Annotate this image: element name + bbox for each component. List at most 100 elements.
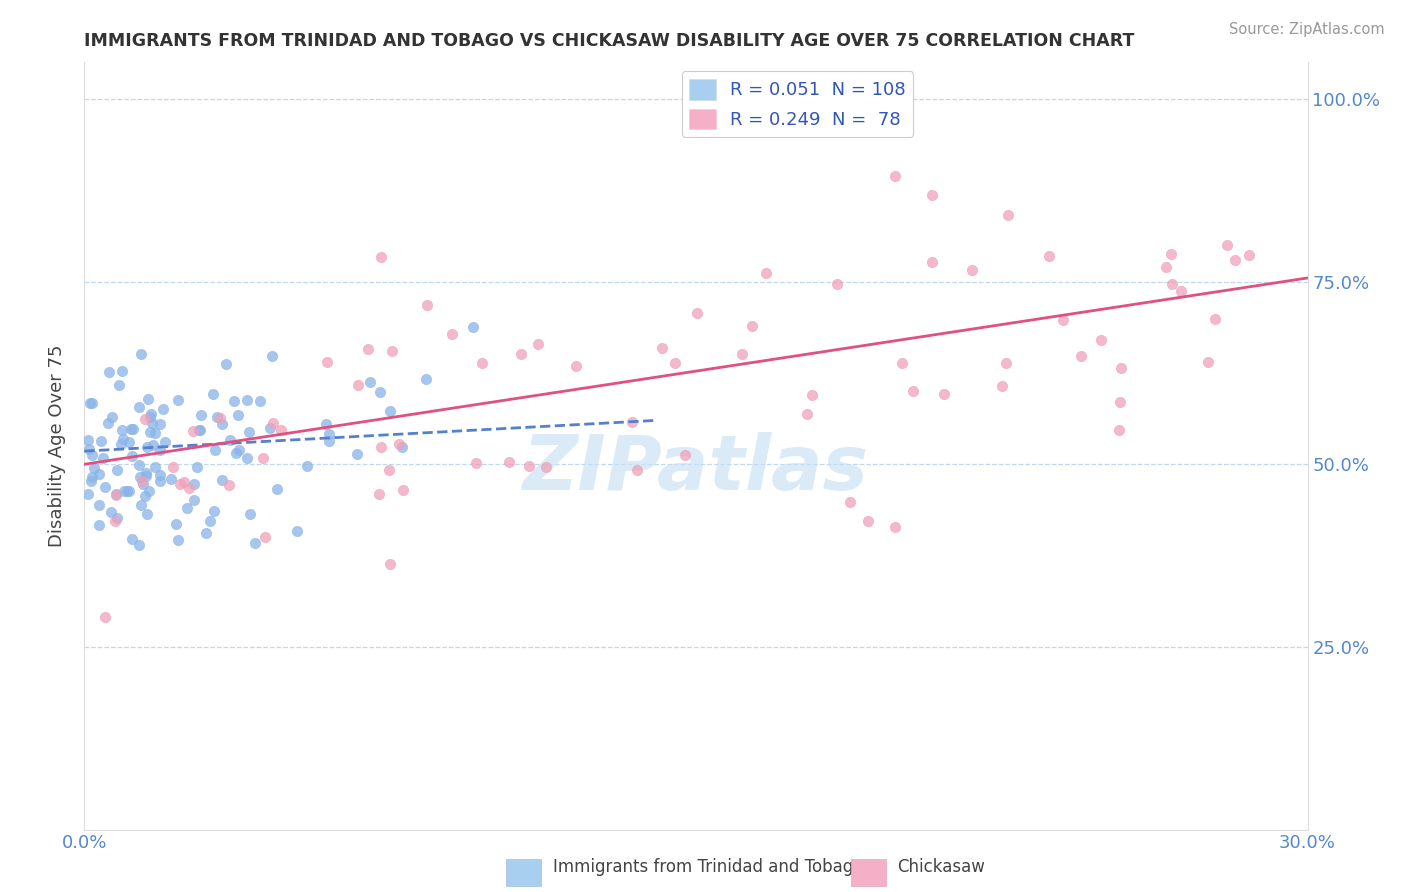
- Point: [368, 385, 391, 400]
- Point: [179, 481, 201, 495]
- Point: [226, 408, 249, 422]
- Point: [211, 417, 233, 431]
- Point: [346, 447, 368, 461]
- Point: [368, 487, 391, 501]
- Point: [991, 379, 1014, 393]
- Point: [183, 477, 205, 491]
- Point: [510, 347, 533, 361]
- Point: [1197, 355, 1219, 369]
- Point: [138, 484, 160, 499]
- Point: [932, 387, 955, 401]
- Point: [901, 384, 924, 398]
- Legend: R = 0.051  N = 108, R = 0.249  N =  78: R = 0.051 N = 108, R = 0.249 N = 78: [682, 71, 914, 136]
- Point: [370, 440, 392, 454]
- Point: [921, 255, 943, 269]
- Point: [181, 424, 204, 438]
- Point: [370, 250, 392, 264]
- Point: [238, 425, 260, 439]
- Point: [884, 520, 907, 534]
- Point: [105, 511, 128, 525]
- Point: [318, 434, 340, 448]
- Point: [149, 468, 172, 483]
- Point: [200, 514, 222, 528]
- Point: [921, 187, 943, 202]
- Point: [262, 349, 284, 363]
- Point: [186, 460, 208, 475]
- Point: [391, 483, 413, 498]
- Point: [347, 378, 370, 392]
- Point: [534, 460, 557, 475]
- Point: [259, 420, 281, 434]
- Point: [183, 493, 205, 508]
- Point: [527, 336, 550, 351]
- Point: [755, 266, 778, 280]
- Point: [149, 475, 172, 489]
- Point: [77, 486, 100, 500]
- Point: [1204, 312, 1226, 326]
- Point: [204, 443, 226, 458]
- Point: [239, 508, 262, 522]
- Point: [129, 498, 152, 512]
- Point: [359, 375, 381, 389]
- Point: [266, 482, 288, 496]
- Point: [155, 434, 177, 449]
- Point: [80, 396, 103, 410]
- Point: [128, 537, 150, 551]
- Point: [270, 423, 292, 437]
- Point: [391, 440, 413, 454]
- Point: [378, 557, 401, 571]
- Point: [128, 458, 150, 472]
- Point: [173, 475, 195, 490]
- Point: [121, 449, 143, 463]
- Point: [1038, 249, 1060, 263]
- Point: [136, 508, 159, 522]
- Point: [94, 610, 117, 624]
- Point: [440, 327, 463, 342]
- Point: [149, 417, 172, 431]
- Point: [249, 393, 271, 408]
- Point: [357, 343, 380, 357]
- Point: [141, 417, 163, 431]
- Point: [1216, 238, 1239, 252]
- Point: [129, 470, 152, 484]
- Point: [120, 422, 142, 436]
- Point: [77, 434, 100, 448]
- Point: [205, 410, 228, 425]
- Text: Source: ZipAtlas.com: Source: ZipAtlas.com: [1229, 22, 1385, 37]
- Point: [132, 476, 155, 491]
- Point: [104, 488, 127, 502]
- Point: [222, 394, 245, 409]
- Point: [187, 423, 209, 437]
- Point: [110, 436, 132, 450]
- Point: [471, 356, 494, 370]
- Point: [160, 472, 183, 486]
- Point: [91, 451, 114, 466]
- Point: [285, 524, 308, 539]
- Point: [188, 423, 211, 437]
- Point: [162, 460, 184, 475]
- Point: [1070, 350, 1092, 364]
- Point: [142, 438, 165, 452]
- Point: [100, 505, 122, 519]
- Point: [80, 469, 103, 483]
- Point: [100, 410, 122, 425]
- Point: [262, 416, 284, 430]
- Point: [143, 460, 166, 475]
- Point: [138, 425, 160, 439]
- Point: [77, 442, 100, 456]
- Point: [378, 404, 401, 418]
- Point: [152, 402, 174, 417]
- Point: [381, 343, 404, 358]
- Point: [295, 458, 318, 473]
- Point: [997, 208, 1019, 222]
- Point: [825, 277, 848, 292]
- Point: [166, 533, 188, 548]
- Point: [1223, 253, 1246, 268]
- Point: [1170, 284, 1192, 298]
- Point: [1160, 246, 1182, 260]
- Point: [1108, 424, 1130, 438]
- Point: [167, 392, 190, 407]
- Point: [134, 489, 156, 503]
- Point: [97, 417, 120, 431]
- Point: [415, 372, 437, 386]
